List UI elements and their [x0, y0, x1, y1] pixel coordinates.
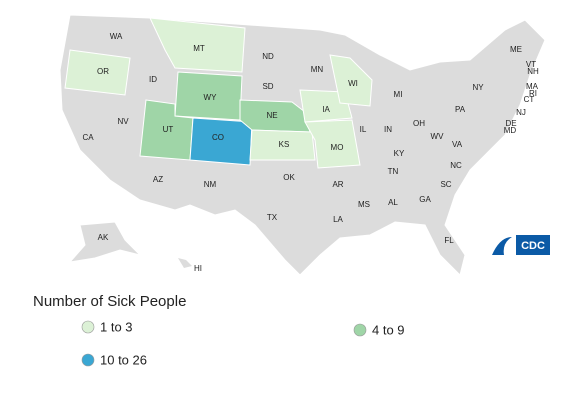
state-label: MA — [526, 82, 539, 91]
state-label: MO — [331, 143, 344, 152]
state-label: NJ — [516, 108, 526, 117]
state-region — [64, 49, 131, 96]
legend-label: 4 to 9 — [372, 322, 405, 337]
state-label: MS — [358, 200, 370, 209]
hawaii — [178, 258, 192, 268]
state-region — [149, 17, 246, 73]
state-label: IL — [360, 125, 367, 134]
state-label: UT — [163, 125, 174, 134]
state-label: CA — [82, 133, 94, 142]
state-label: TN — [388, 167, 399, 176]
state-region — [189, 117, 253, 166]
state-label: MN — [311, 65, 324, 74]
state-label: LA — [333, 215, 343, 224]
state-label: KY — [394, 149, 405, 158]
state-label: MT — [193, 44, 205, 53]
state-label: KS — [279, 140, 290, 149]
state-label: PA — [455, 105, 466, 114]
logo-eagle — [492, 237, 512, 255]
state-label: IA — [322, 105, 330, 114]
state-label: NE — [266, 111, 277, 120]
legend-label: 1 to 3 — [100, 319, 133, 334]
state-label: NC — [450, 161, 462, 170]
state-label: IN — [384, 125, 392, 134]
state-label: AL — [388, 198, 398, 207]
state-label: AZ — [153, 175, 163, 184]
state-label: CT — [524, 95, 535, 104]
state-label: WA — [110, 32, 123, 41]
state-region — [249, 129, 316, 161]
state-label: SD — [262, 82, 273, 91]
state-label: SC — [440, 180, 451, 189]
state-region — [304, 119, 361, 169]
state-label: GA — [419, 195, 431, 204]
state-label: NY — [472, 83, 484, 92]
state-label: NH — [527, 67, 539, 76]
state-label: WY — [204, 93, 218, 102]
state-label: RI — [529, 89, 537, 98]
state-label: NM — [204, 180, 217, 189]
state-label: CO — [212, 133, 224, 142]
legend-swatch — [81, 320, 95, 334]
legend-label: 10 to 26 — [100, 352, 147, 367]
state-label: ME — [510, 45, 522, 54]
state-label: VA — [452, 140, 463, 149]
state-label: VT — [526, 60, 536, 69]
state-label: AK — [98, 233, 109, 242]
state-label: TX — [267, 213, 278, 222]
alaska — [68, 221, 142, 263]
state-label: NV — [117, 117, 129, 126]
cdc-logo: CDC — [492, 235, 550, 255]
state-label: WV — [431, 132, 445, 141]
state-label: MI — [394, 90, 403, 99]
state-label: FL — [444, 236, 454, 245]
state-label: DE — [505, 119, 516, 128]
state-label: ND — [262, 52, 274, 61]
state-label: HI — [194, 264, 202, 273]
logo-text: CDC — [521, 240, 545, 252]
state-label: AR — [332, 180, 343, 189]
state-label: OH — [413, 119, 425, 128]
state-region — [329, 54, 373, 107]
legend-swatch — [353, 323, 367, 337]
legend-swatch — [81, 353, 95, 367]
legend-title: Number of Sick People — [33, 293, 186, 310]
logo-box — [516, 235, 550, 255]
state-label: OK — [283, 173, 295, 182]
state-label: WI — [348, 79, 358, 88]
state-label: ID — [149, 75, 157, 84]
state-label: MD — [504, 126, 517, 135]
state-label: OR — [97, 67, 109, 76]
